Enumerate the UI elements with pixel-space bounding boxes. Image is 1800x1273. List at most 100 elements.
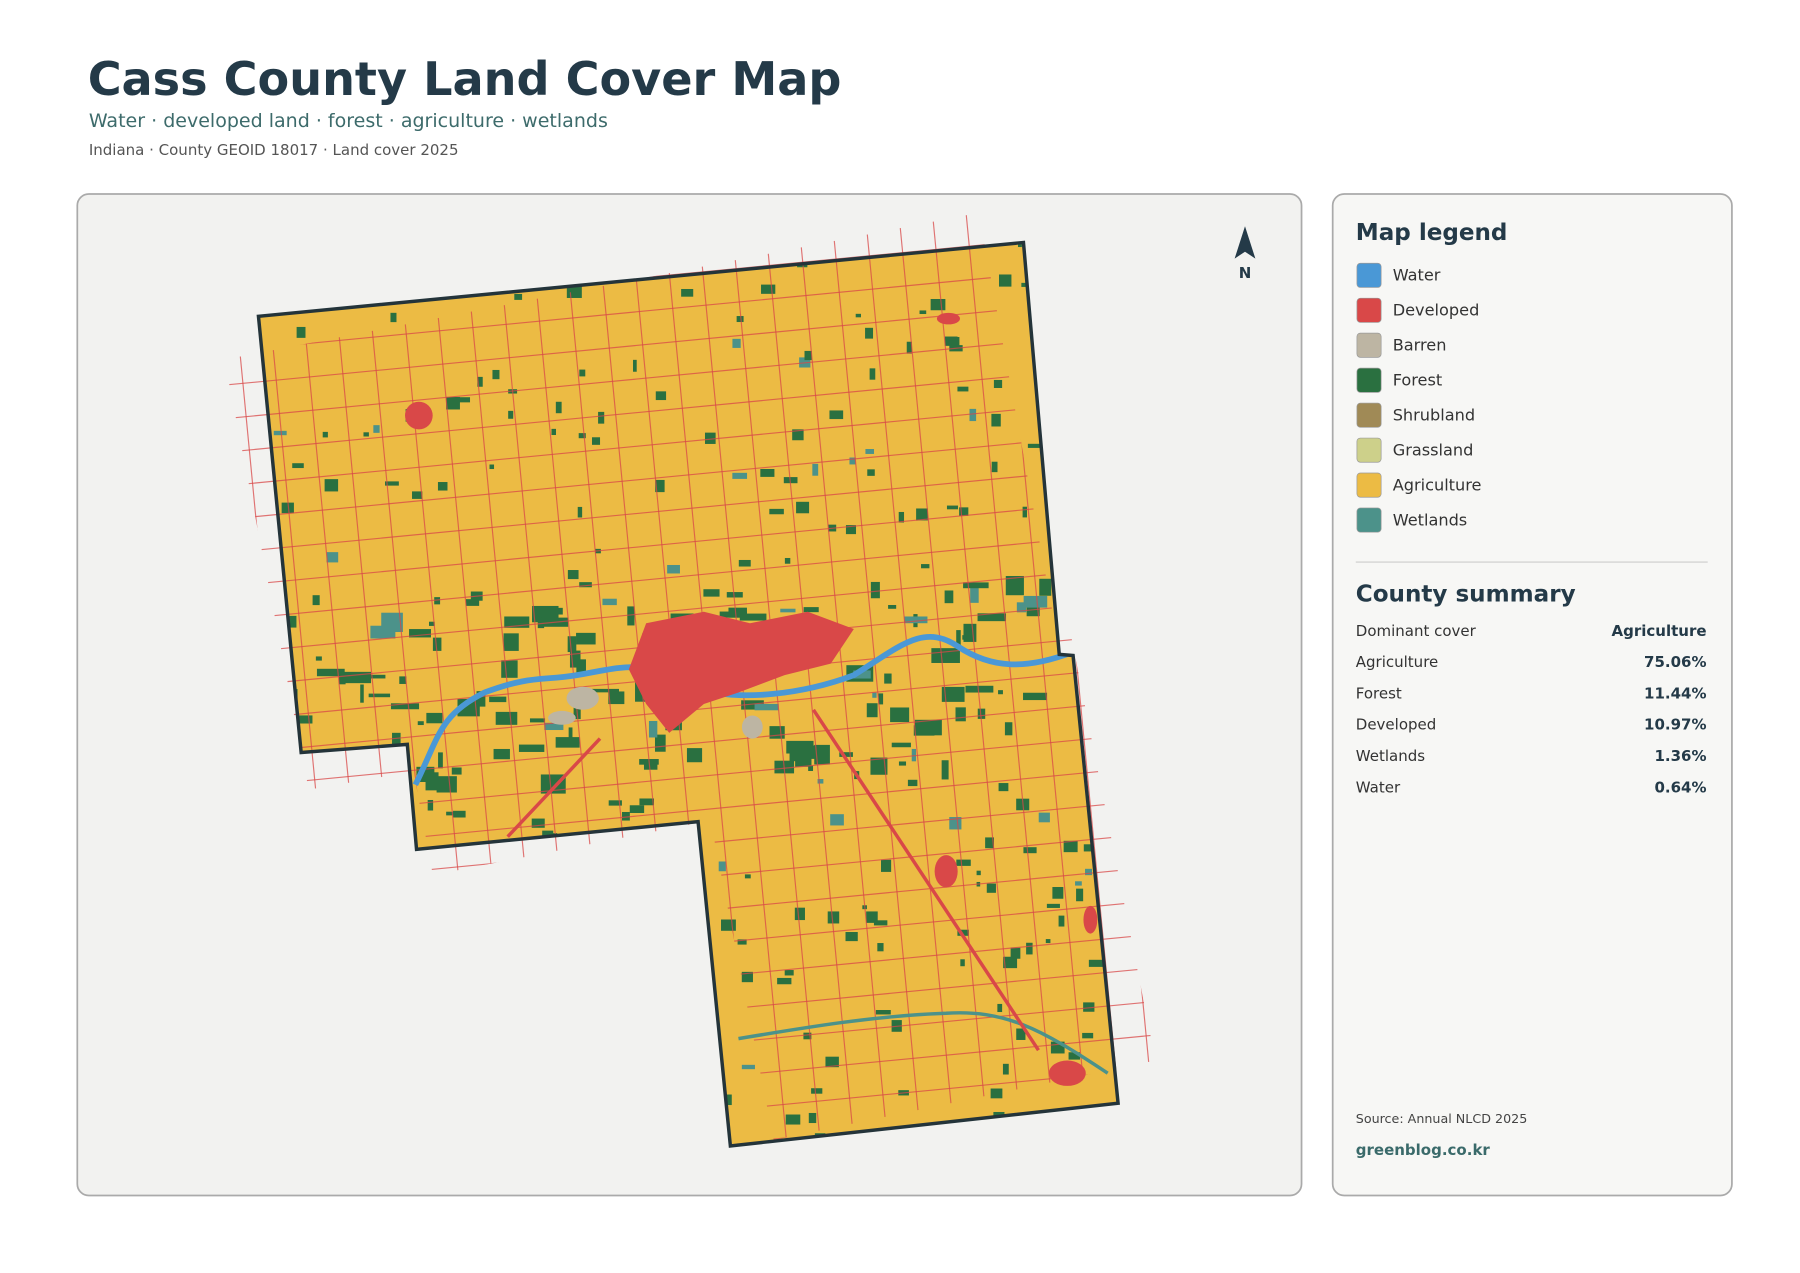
- summary-label: Agriculture: [1356, 653, 1439, 671]
- patch: [950, 337, 960, 349]
- north-label: N: [1239, 264, 1252, 282]
- patch: [392, 732, 401, 752]
- patch: [429, 621, 435, 626]
- patch: [417, 721, 424, 726]
- patch: [941, 760, 949, 780]
- patch: [997, 1003, 1003, 1013]
- summary-value: Agriculture: [1612, 622, 1707, 640]
- patch: [655, 391, 667, 401]
- patch: [744, 874, 751, 879]
- patch: [492, 369, 500, 380]
- patch: [1023, 847, 1037, 854]
- patch: [555, 401, 562, 414]
- patch: [1045, 939, 1051, 944]
- patch: [518, 744, 545, 752]
- patch: [956, 630, 961, 648]
- patch: [830, 814, 844, 826]
- patch: [555, 607, 563, 615]
- patch: [1016, 1028, 1026, 1040]
- county-outline: [256, 240, 1120, 1148]
- legend-label: Shrubland: [1393, 405, 1475, 424]
- patch: [884, 673, 892, 684]
- patch: [322, 431, 328, 438]
- patch: [1068, 1052, 1081, 1060]
- road: [217, 294, 1160, 394]
- legend-swatch: [1356, 297, 1382, 323]
- road: [217, 527, 1160, 627]
- patch: [1063, 840, 1078, 853]
- patch: [370, 625, 396, 639]
- patch: [853, 670, 871, 679]
- patch: [741, 700, 764, 710]
- patch: [477, 376, 483, 387]
- legend-label: Developed: [1393, 301, 1480, 320]
- patch: [339, 674, 346, 685]
- barren: [741, 715, 763, 739]
- patch: [845, 525, 857, 535]
- summary-value: 11.44%: [1644, 684, 1706, 702]
- patch: [769, 726, 785, 739]
- summary-title: County summary: [1356, 581, 1576, 607]
- patch: [1005, 575, 1024, 596]
- patch: [608, 800, 622, 806]
- patch: [456, 397, 471, 403]
- legend-label: Agriculture: [1393, 475, 1482, 494]
- patch: [719, 611, 748, 618]
- summary-value: 75.06%: [1644, 653, 1706, 671]
- patch: [704, 432, 716, 444]
- road: [217, 327, 1160, 427]
- road: [217, 360, 1160, 461]
- patch: [976, 870, 981, 876]
- patch: [736, 316, 744, 323]
- patch: [1023, 595, 1048, 608]
- patch: [732, 338, 741, 348]
- patch: [654, 734, 666, 752]
- patch: [390, 312, 397, 323]
- patch: [476, 691, 486, 707]
- patch: [369, 674, 386, 679]
- road: [217, 393, 1160, 494]
- road: [217, 560, 1160, 661]
- patch: [959, 507, 969, 516]
- patch: [1026, 942, 1033, 955]
- patch: [686, 748, 703, 763]
- patch: [643, 762, 658, 770]
- legend: Water Developed Barren Forest Shrubland Grass…: [1356, 262, 1482, 533]
- patch: [368, 693, 391, 698]
- patch: [812, 463, 819, 476]
- patch: [1010, 947, 1021, 959]
- summary-value: 10.97%: [1644, 716, 1706, 734]
- patch: [726, 592, 743, 598]
- patch: [529, 718, 546, 723]
- road: [217, 493, 1160, 594]
- legend-label: Wetlands: [1393, 510, 1468, 529]
- patch: [829, 410, 844, 420]
- patch: [873, 920, 888, 926]
- patch: [399, 676, 407, 684]
- patch: [777, 977, 792, 985]
- patch: [780, 608, 796, 613]
- patch: [591, 437, 601, 445]
- road: [792, 203, 895, 1186]
- legend-swatch: [1356, 507, 1382, 533]
- patch: [451, 767, 462, 775]
- side-panel: [1331, 193, 1733, 1197]
- patch: [919, 310, 927, 315]
- summary-label: Water: [1356, 778, 1401, 796]
- patch: [827, 911, 840, 924]
- patch: [921, 564, 930, 569]
- patch: [629, 805, 645, 814]
- patch: [907, 779, 918, 787]
- road: [859, 203, 961, 1186]
- patch: [412, 491, 423, 499]
- patch: [804, 350, 812, 361]
- patch: [568, 727, 573, 740]
- patch: [551, 428, 557, 436]
- patch: [998, 783, 1009, 792]
- meta: Indiana · County GEOID 18017 · Land cove…: [89, 141, 459, 159]
- patch: [718, 861, 726, 872]
- patch: [296, 326, 306, 338]
- patch: [501, 660, 518, 678]
- patch: [867, 469, 875, 476]
